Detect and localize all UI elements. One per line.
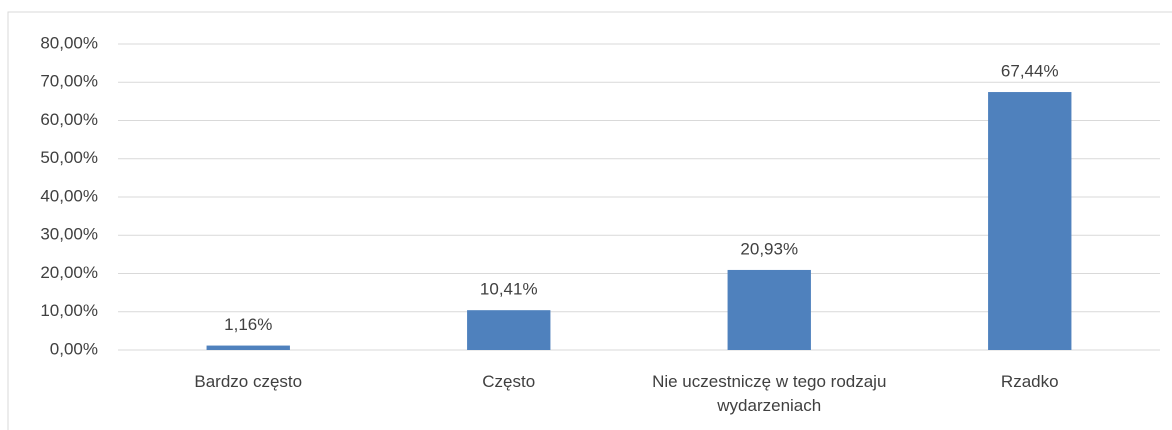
bar: [206, 345, 290, 350]
data-label: 10,41%: [480, 280, 538, 299]
y-tick-label: 30,00%: [40, 225, 98, 244]
bar: [467, 310, 551, 350]
x-tick-label: Rzadko: [1000, 372, 1059, 391]
y-tick-label: 80,00%: [40, 33, 98, 52]
y-tick-label: 40,00%: [40, 186, 98, 205]
bar: [727, 269, 811, 350]
x-tick-label: Często: [482, 372, 536, 391]
data-label: 67,44%: [1001, 62, 1059, 81]
y-tick-label: 20,00%: [40, 263, 98, 282]
y-tick-label: 50,00%: [40, 148, 98, 167]
y-tick-label: 70,00%: [40, 72, 98, 91]
chart-frame: [7, 11, 1172, 430]
x-tick-label: Nie uczestniczę w tego rodzaju wydarzeni…: [652, 372, 887, 415]
y-tick-label: 0,00%: [50, 339, 98, 358]
bar: [988, 92, 1072, 351]
data-label: 20,93%: [740, 239, 798, 258]
y-tick-label: 10,00%: [40, 301, 98, 320]
data-label: 1,16%: [224, 315, 272, 334]
y-tick-label: 60,00%: [40, 110, 98, 129]
x-tick-label: Bardzo często: [194, 372, 303, 391]
